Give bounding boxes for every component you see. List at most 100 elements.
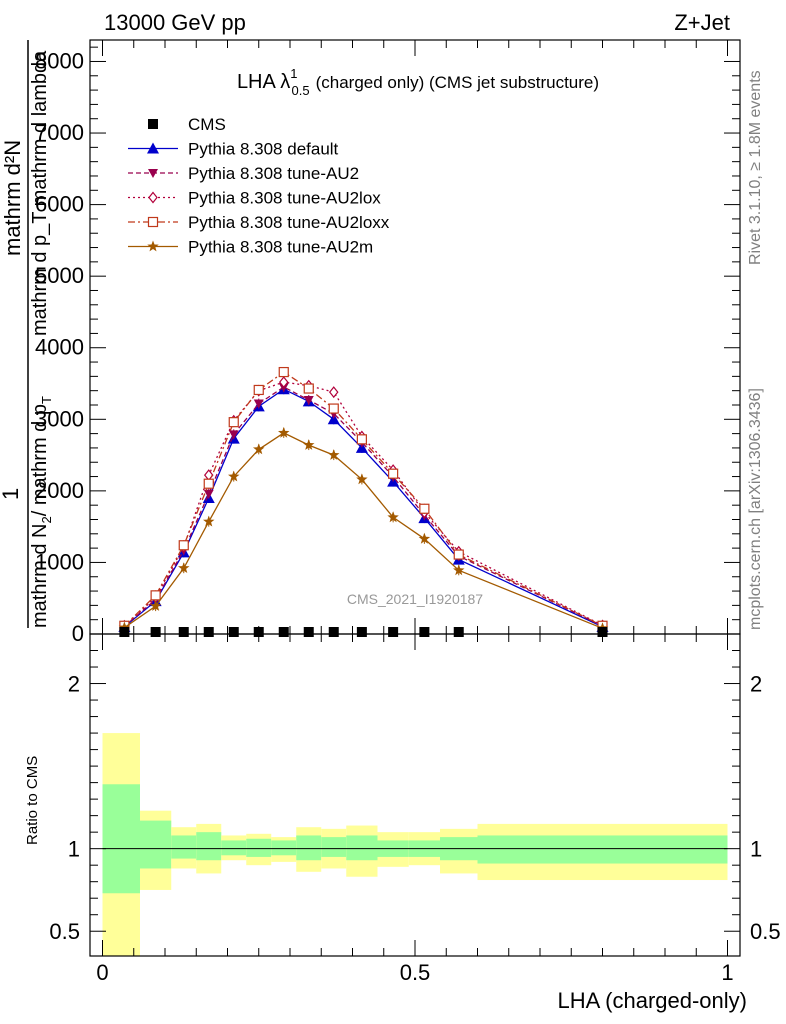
legend-marker-0 xyxy=(148,119,158,129)
y-tick-label-8: 8000 xyxy=(35,48,84,73)
series-5-point-5 xyxy=(253,443,265,455)
y-tick-label-6: 6000 xyxy=(35,192,84,217)
series-5-point-1 xyxy=(149,600,162,611)
series-4-point-9 xyxy=(356,434,367,445)
ratio-y-tick-label-right-0: 0.5 xyxy=(750,919,781,944)
series-5-point-10 xyxy=(387,511,399,523)
series-4-point-3 xyxy=(203,478,214,489)
ylabel-numerator: mathrm d²N xyxy=(0,140,25,256)
legend-marker-3 xyxy=(148,191,158,204)
series-2-point-3 xyxy=(203,489,214,499)
x-tick-label-2: 1 xyxy=(721,960,733,985)
series-5-point-9 xyxy=(356,473,368,485)
series-5-point-3 xyxy=(203,515,215,527)
y-tick-label-0: 0 xyxy=(72,621,84,646)
legend-entry-1: Pythia 8.308 default xyxy=(128,140,339,159)
legend-marker-2 xyxy=(148,169,158,178)
ratio-inner-band-7 xyxy=(296,835,322,861)
legend-entry-3: Pythia 8.308 tune-AU2lox xyxy=(128,189,381,208)
series-4-point-6 xyxy=(278,366,289,378)
cms-data-point-4 xyxy=(228,627,239,637)
x-tick-label-1: 0.5 xyxy=(400,960,431,985)
legend-label-0: CMS xyxy=(188,115,226,134)
legend-label-3: Pythia 8.308 tune-AU2lox xyxy=(188,189,381,208)
series-5-point-8 xyxy=(328,449,340,460)
ratio-inner-band-5 xyxy=(246,838,272,857)
cms-data-point-0 xyxy=(119,627,130,637)
series-4-point-12 xyxy=(453,549,464,560)
ratio-frame xyxy=(89,633,741,957)
series-4-point-1 xyxy=(150,590,161,601)
y-tick-label-7: 7000 xyxy=(35,120,84,145)
cms-data-point-1 xyxy=(150,627,161,637)
legend-label-1: Pythia 8.308 default xyxy=(188,140,339,159)
ratio-y-tick-label-0: 0.5 xyxy=(49,919,80,944)
side-rivet-label: Rivet 3.1.10, ≥ 1.8M events xyxy=(747,70,764,265)
series-1-point-8 xyxy=(327,413,340,425)
ylabel-denominator: mathrm d p_T mathrm d lambda xyxy=(29,50,51,336)
legend-entry-4: Pythia 8.308 tune-AU2loxx xyxy=(128,213,390,232)
cms-data-point-12 xyxy=(453,627,464,637)
legend-label-4: Pythia 8.308 tune-AU2loxx xyxy=(188,213,390,232)
series-4-point-5 xyxy=(253,384,264,396)
ratio-inner-band-9 xyxy=(346,835,378,861)
series-4-point-7 xyxy=(303,383,314,394)
series-line-3 xyxy=(123,381,603,627)
ylabel-inner-rest: / mathrm d p xyxy=(29,404,51,516)
cms-data-point-8 xyxy=(328,627,339,637)
ratio-inner-band-1 xyxy=(140,820,172,869)
series-1-point-9 xyxy=(355,441,368,453)
plot-title-sup: 1 xyxy=(290,66,297,81)
ratio-inner-band-0 xyxy=(102,784,140,894)
series-5-point-2 xyxy=(178,562,190,573)
plot-title-sub: 0.5 xyxy=(292,83,310,98)
cms-data-point-9 xyxy=(356,627,367,637)
x-tick-label-0: 0 xyxy=(96,960,108,985)
series-5-point-6 xyxy=(278,426,290,438)
ratio-y-tick-label-2: 2 xyxy=(68,672,80,697)
series-5-point-11 xyxy=(418,532,431,544)
y-tick-label-4: 4000 xyxy=(35,335,84,360)
cms-data-point-10 xyxy=(388,627,399,637)
y-tick-label-3: 3000 xyxy=(35,406,84,431)
ylabel-inner-sub: 2 xyxy=(39,516,54,523)
header-left-text: 13000 GeV pp xyxy=(104,10,246,35)
y-tick-label-5: 5000 xyxy=(35,263,84,288)
plot-title: LHA λ1 0.5 (charged only) (CMS jet substru… xyxy=(237,66,599,98)
ylabel-inner: mathrm d N2/ mathrm d pT xyxy=(29,396,54,628)
series-2-point-7 xyxy=(303,395,314,405)
cms-data-point-11 xyxy=(419,627,430,637)
main-plot: 0 1000 2000 3000 4000 5000 6000 7000 8000 xyxy=(35,39,741,646)
ratio-ylabel: Ratio to CMS xyxy=(24,756,41,845)
cms-data-point-2 xyxy=(178,627,189,637)
series-5 xyxy=(118,426,609,634)
series-4-point-4 xyxy=(228,417,239,428)
series-5-point-4 xyxy=(228,470,240,482)
cms-data-point-6 xyxy=(278,627,289,637)
series-2-point-4 xyxy=(228,430,239,440)
ratio-inner-band-13 xyxy=(477,835,728,864)
plot-title-main: LHA λ xyxy=(237,71,290,93)
series-line-5 xyxy=(124,432,603,629)
legend-marker-1 xyxy=(147,142,159,154)
legend: CMS Pythia 8.308 default Pythia 8.308 tune… xyxy=(128,115,390,257)
ratio-inner-band-2 xyxy=(171,835,197,859)
series-2-point-5 xyxy=(253,399,264,409)
legend-marker-5 xyxy=(147,240,159,252)
ylabel-inner-sub2: T xyxy=(39,396,54,404)
legend-entry-0: CMS xyxy=(148,115,226,134)
ratio-plot: 0 0.5 1 0.5 0.5 1 1 2 2 xyxy=(49,633,781,985)
ratio-inner-band-8 xyxy=(321,837,347,857)
legend-label-5: Pythia 8.308 tune-AU2m xyxy=(188,238,373,257)
y-tick-label-1: 1000 xyxy=(35,549,84,574)
ylabel-prefix: 1 xyxy=(0,488,23,500)
legend-marker-4 xyxy=(147,216,159,228)
series-4-point-8 xyxy=(328,403,339,414)
ratio-y-tick-label-right-1: 1 xyxy=(750,837,762,862)
x-axis-label: LHA (charged-only) xyxy=(557,988,747,1013)
series-5-point-7 xyxy=(303,439,315,450)
analysis-watermark: CMS_2021_I1920187 xyxy=(347,591,483,607)
series-4-point-11 xyxy=(419,503,430,514)
cms-data-point-7 xyxy=(303,627,314,637)
